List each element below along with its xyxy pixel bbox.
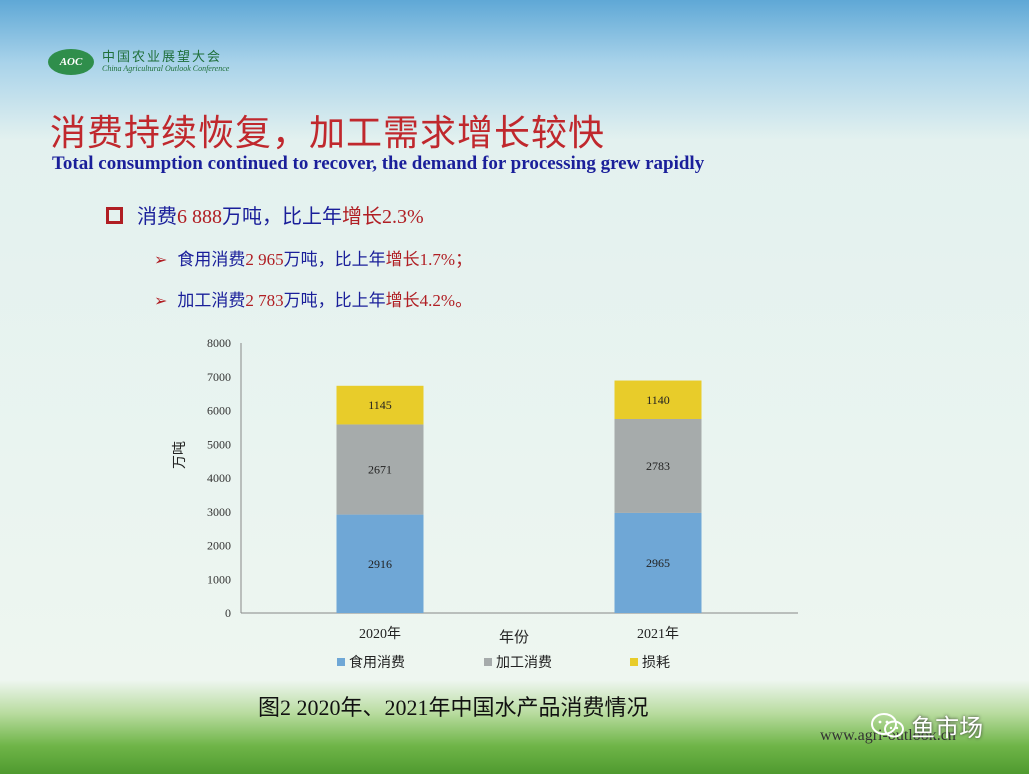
bullet-value: 6 888	[177, 206, 222, 228]
logo-name-en: China Agricultural Outlook Conference	[102, 64, 230, 73]
sub-bullet-mid: 万吨，比上年	[283, 291, 386, 311]
sub-bullet-value: 2 965	[245, 250, 284, 269]
sub-bullet: ➢ 食用消费2 965万吨，比上年增长1.7%；	[154, 245, 472, 270]
figure-caption: 图2 2020年、2021年中国水产品消费情况	[258, 695, 649, 720]
aoc-logo-mark: AOC	[48, 49, 94, 75]
y-tick-label: 7000	[207, 370, 231, 384]
y-tick-label: 3000	[207, 505, 231, 519]
wechat-icon	[871, 712, 904, 737]
y-tick-label: 4000	[207, 471, 231, 485]
logo-name-cn: 中国农业展望大会	[102, 50, 223, 65]
sub-bullet: ➢ 加工消费2 783万吨，比上年增长4.2%。	[154, 286, 472, 311]
legend-label: 损耗	[642, 655, 670, 671]
sub-bullet-prefix: 食用消费	[177, 250, 246, 270]
y-tick-label: 2000	[207, 539, 231, 553]
sky-background	[0, 0, 1029, 140]
bar-segment	[614, 419, 702, 513]
legend-swatch	[484, 658, 492, 666]
bullet-prefix: 消费	[137, 204, 177, 228]
legend-swatch	[630, 658, 638, 666]
main-bullet: 消费6 888万吨，比上年增长2.3%	[106, 200, 424, 229]
bullet-growth: 2.3%	[382, 206, 424, 228]
sub-bullet-value: 2 783	[245, 291, 284, 310]
square-bullet-icon	[106, 207, 123, 224]
sub-bullet-growth-label: 增长	[385, 250, 420, 270]
y-axis-label: 万吨	[172, 441, 188, 469]
sub-bullet-end: ；	[455, 250, 473, 270]
bar-segment	[614, 380, 702, 420]
arrow-bullet-icon: ➢	[154, 250, 168, 269]
bar-segment	[614, 512, 702, 613]
wechat-watermark: 鱼市场	[870, 708, 983, 748]
sub-bullet-mid: 万吨，比上年	[283, 250, 386, 270]
data-label: 2783	[646, 459, 670, 473]
data-label: 1140	[646, 393, 670, 407]
arrow-bullet-icon: ➢	[154, 291, 168, 310]
sub-bullet-prefix: 加工消费	[177, 291, 246, 311]
x-axis-label: 年份	[499, 629, 529, 646]
y-tick-label: 5000	[207, 437, 231, 451]
data-label: 2671	[368, 463, 392, 477]
sub-bullet-growth-label: 增长	[385, 291, 420, 311]
bar-segment	[336, 424, 424, 515]
y-tick-label: 0	[225, 606, 231, 620]
x-tick-label: 2021年	[637, 626, 679, 642]
sub-bullet-end: 。	[455, 291, 473, 311]
y-tick-label: 8000	[207, 336, 231, 350]
slide-title-cn: 消费持续恢复，加工需求增长较快	[50, 113, 606, 154]
sub-bullet-growth: 4.2%	[419, 291, 456, 310]
aoc-logo: AOC 中国农业展望大会 China Agricultural Outlook …	[48, 46, 258, 80]
legend-swatch	[337, 658, 345, 666]
slide-title-en: Total consumption continued to recover, …	[52, 153, 705, 174]
wechat-account-name: 鱼市场	[911, 714, 984, 742]
bar-segment	[336, 385, 424, 425]
legend-label: 加工消费	[496, 655, 552, 671]
website-url: www.agri-outlook.cn	[820, 727, 956, 744]
y-tick-label: 6000	[207, 404, 231, 418]
data-label: 2916	[368, 557, 392, 571]
data-label: 2965	[646, 556, 670, 570]
slide-background	[0, 140, 1029, 680]
bullet-mid: 万吨，比上年	[222, 204, 342, 228]
grass-background	[0, 680, 1029, 774]
bar-segment	[336, 514, 424, 613]
data-label: 1145	[368, 398, 392, 412]
legend-label: 食用消费	[349, 654, 405, 671]
sub-bullet-growth: 1.7%	[419, 250, 456, 269]
x-tick-label: 2020年	[359, 626, 401, 642]
y-tick-label: 1000	[207, 572, 231, 586]
bullet-growth-label: 增长	[342, 204, 382, 228]
